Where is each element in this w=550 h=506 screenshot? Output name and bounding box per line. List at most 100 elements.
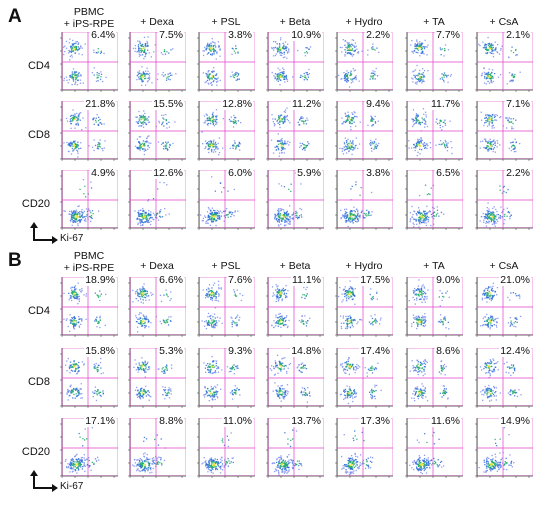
event-dot <box>208 83 210 85</box>
percentage-label: 10.9% <box>290 29 322 41</box>
event-dot <box>493 219 495 221</box>
event-dot <box>78 300 80 302</box>
event-dot <box>277 133 279 135</box>
event-dot <box>346 300 348 302</box>
event-dot <box>147 49 149 51</box>
event-dot <box>145 212 147 214</box>
event-dot <box>351 122 353 125</box>
event-dot <box>375 67 377 70</box>
event-dot <box>205 216 207 218</box>
event-dot <box>499 189 501 191</box>
event-dot <box>486 49 488 51</box>
event-dot <box>205 320 207 322</box>
event-dot <box>214 143 216 145</box>
event-dot <box>441 292 443 294</box>
event-dot <box>143 296 145 298</box>
event-dot <box>278 320 280 322</box>
event-dot <box>141 45 143 47</box>
event-dot <box>279 293 282 295</box>
event-dot <box>83 193 85 195</box>
event-dot <box>143 144 145 146</box>
event-dot <box>417 49 420 51</box>
event-dot <box>488 75 490 77</box>
event-dot <box>415 120 417 122</box>
event-dot <box>505 191 507 194</box>
event-dot <box>213 80 215 82</box>
event-dot <box>350 291 352 293</box>
flow-scatter-plot <box>335 277 393 337</box>
event-dot <box>485 323 487 326</box>
event-dot <box>347 290 350 293</box>
event-dot <box>101 147 103 150</box>
event-dot <box>217 77 219 79</box>
event-dot <box>228 211 230 213</box>
event-dot <box>75 215 77 218</box>
event-dot <box>352 141 354 143</box>
event-dot <box>295 172 297 174</box>
event-dot <box>305 71 307 74</box>
event-dot <box>282 287 284 290</box>
event-dot <box>136 146 138 149</box>
event-dot <box>481 72 483 74</box>
event-dot <box>145 70 147 72</box>
event-dot <box>501 211 503 214</box>
event-dot <box>413 123 416 125</box>
event-dot <box>282 320 284 322</box>
event-dot <box>77 282 79 284</box>
event-dot <box>443 79 445 82</box>
event-dot <box>94 144 97 147</box>
event-dot <box>273 294 275 296</box>
event-dot <box>168 126 171 128</box>
event-dot <box>280 140 282 142</box>
event-dot <box>349 315 351 317</box>
event-dot <box>206 73 208 75</box>
event-dot <box>496 210 498 213</box>
event-dot <box>359 318 361 321</box>
event-dot <box>66 360 68 362</box>
event-dot <box>73 117 76 119</box>
event-dot <box>503 190 505 193</box>
event-dot <box>346 216 349 218</box>
event-dot <box>414 44 416 46</box>
event-dot <box>445 74 447 76</box>
event-dot <box>413 143 415 146</box>
event-dot <box>415 51 417 53</box>
event-dot <box>215 74 217 76</box>
event-dot <box>78 75 80 77</box>
event-dot <box>72 114 74 117</box>
event-dot <box>418 76 421 78</box>
event-dot <box>484 292 486 294</box>
event-dot <box>71 322 73 324</box>
event-dot <box>417 42 419 44</box>
event-dot <box>488 292 491 294</box>
event-dot <box>235 295 237 297</box>
event-dot <box>69 372 71 374</box>
event-dot <box>74 213 76 215</box>
event-dot <box>344 214 346 216</box>
event-dot <box>418 139 420 141</box>
event-dot <box>211 216 213 218</box>
event-dot <box>138 78 140 80</box>
event-dot <box>86 213 88 216</box>
event-dot <box>210 50 212 52</box>
event-dot <box>92 117 94 119</box>
event-dot <box>413 317 415 319</box>
event-dot <box>346 291 348 294</box>
event-dot <box>100 367 102 369</box>
event-dot <box>234 142 236 144</box>
event-dot <box>447 146 449 148</box>
flow-scatter-plot <box>475 101 533 161</box>
event-dot <box>431 206 434 209</box>
event-dot <box>137 73 139 76</box>
event-dot <box>212 75 214 77</box>
event-dot <box>211 148 213 151</box>
event-dot <box>96 326 98 328</box>
event-dot <box>422 119 424 121</box>
event-dot <box>513 76 515 78</box>
event-dot <box>230 211 232 213</box>
event-dot <box>76 119 79 121</box>
gate-frame <box>62 170 118 228</box>
event-dot <box>236 324 238 326</box>
event-dot <box>207 124 209 126</box>
event-dot <box>483 124 485 127</box>
